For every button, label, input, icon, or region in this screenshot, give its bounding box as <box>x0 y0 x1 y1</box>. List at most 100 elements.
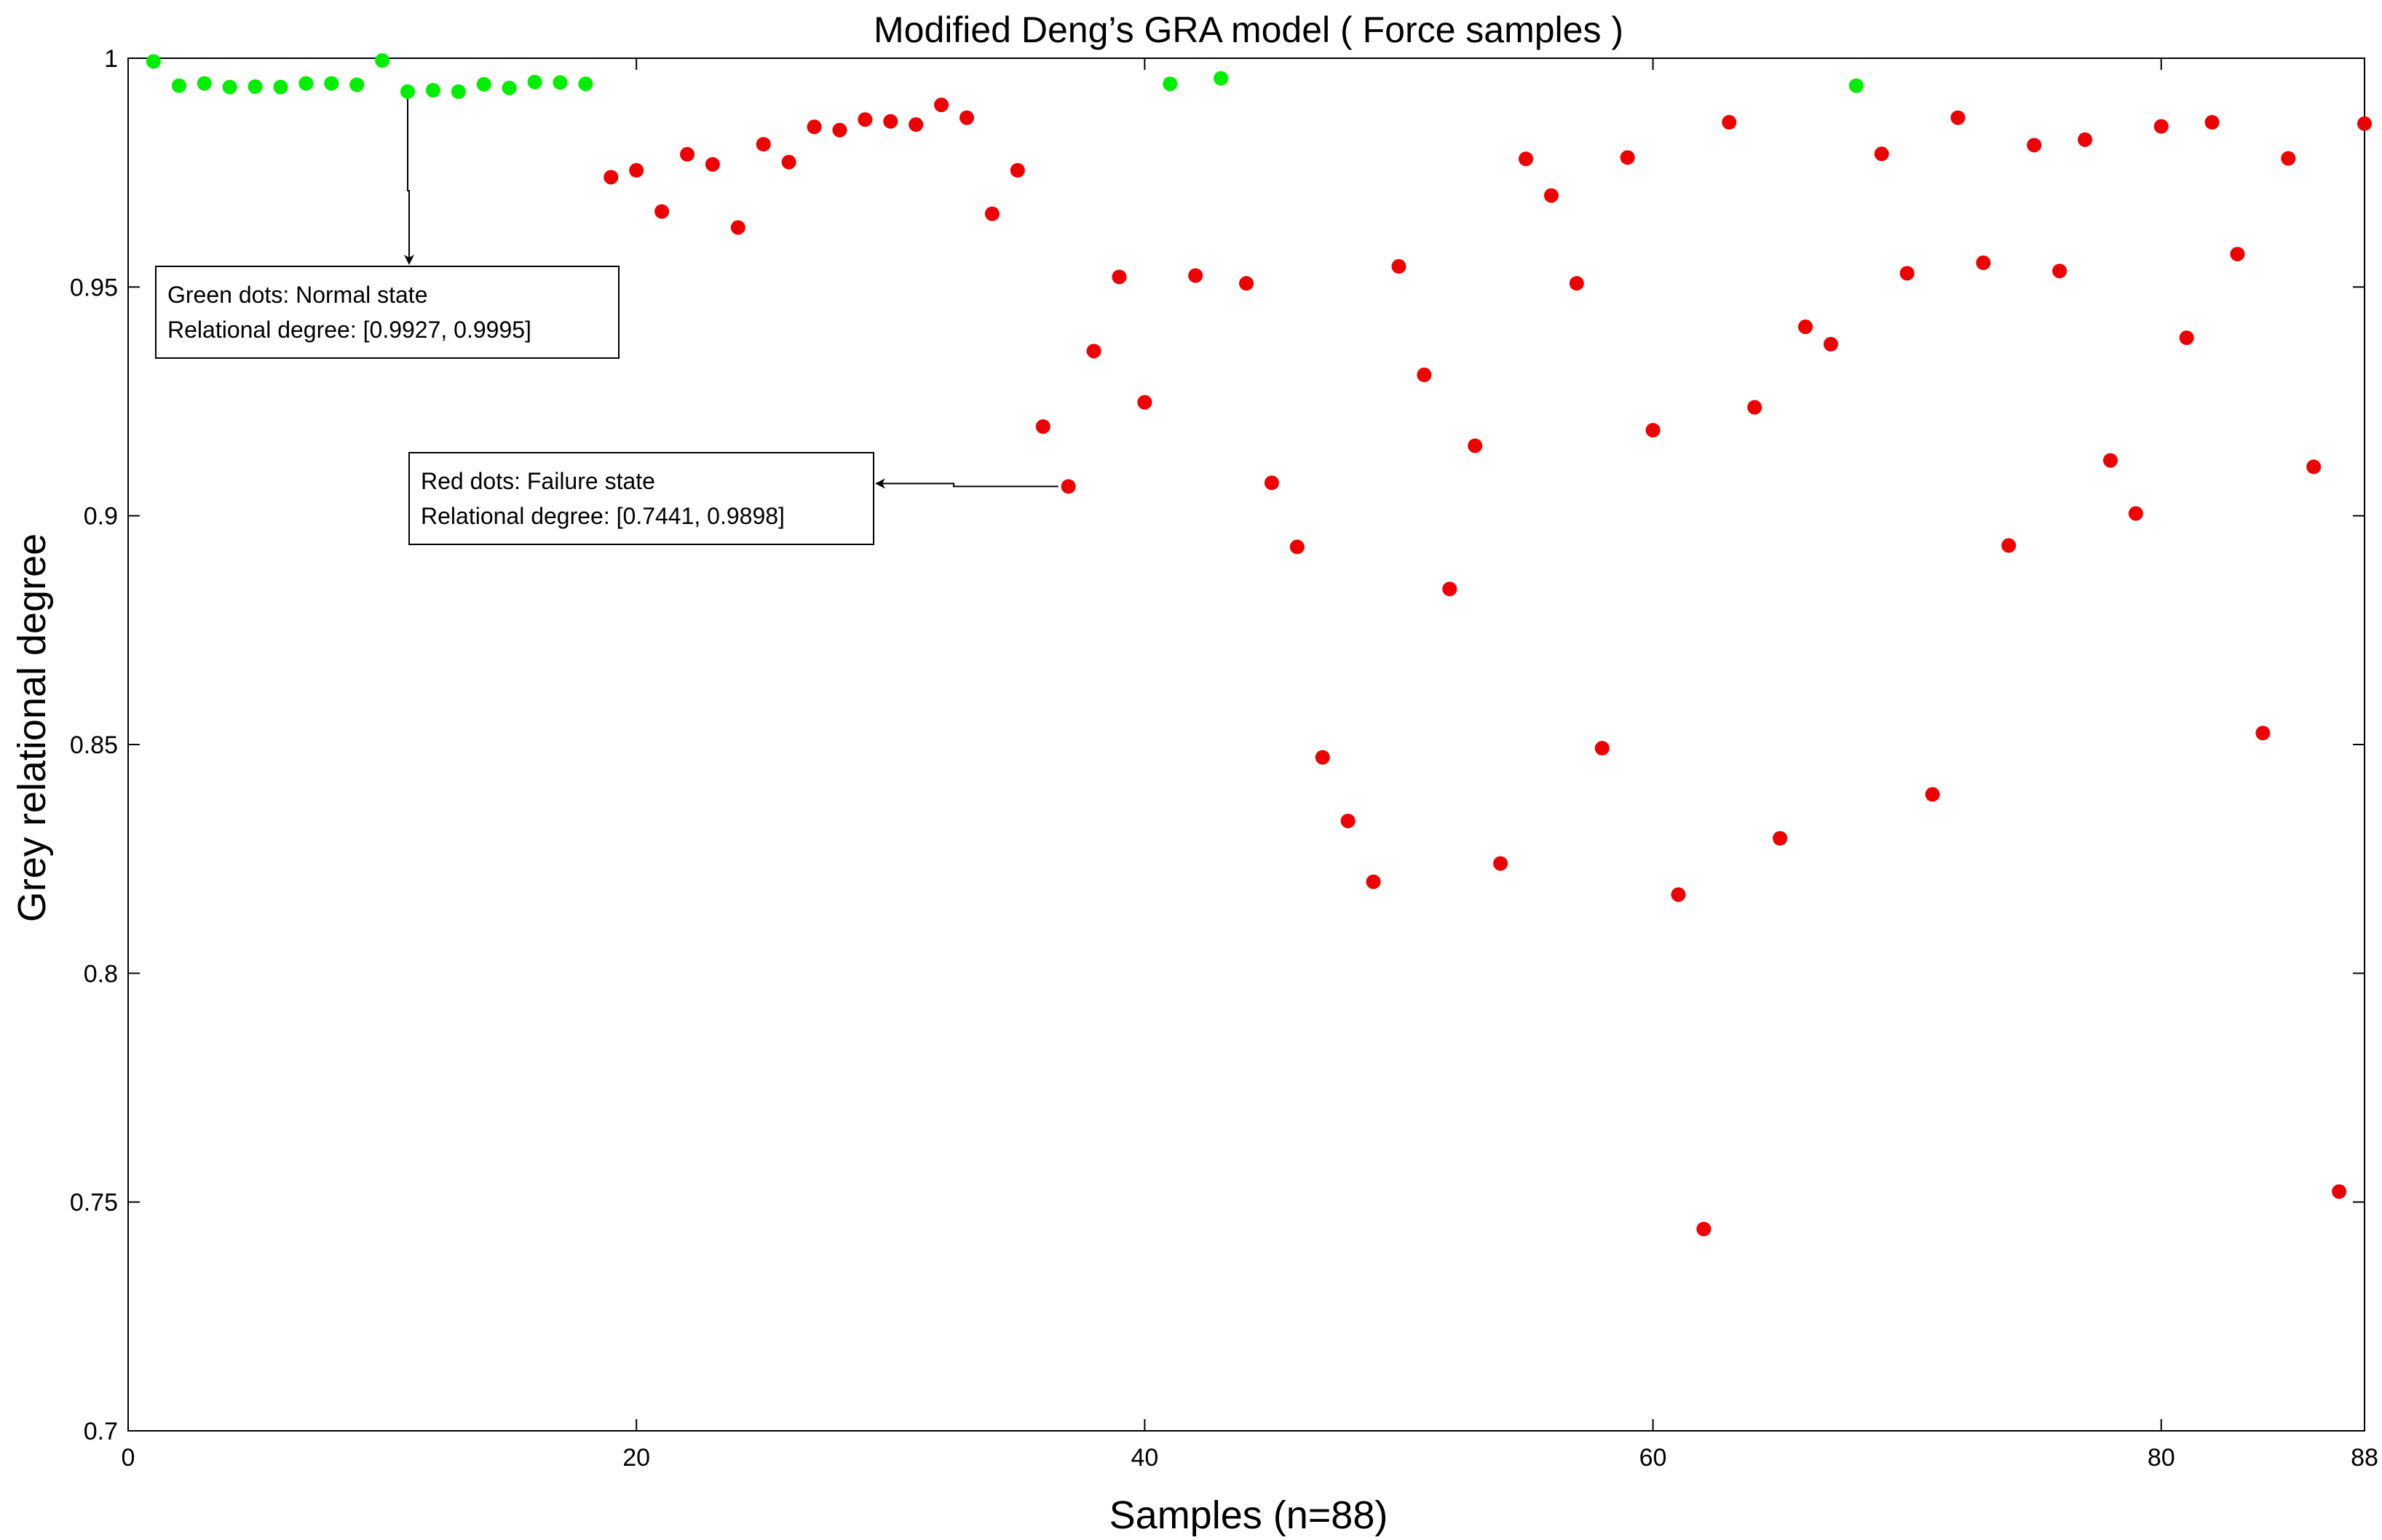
failure-state-point <box>858 112 873 127</box>
normal-state-point <box>425 83 440 98</box>
annotation-arrow <box>875 478 1059 489</box>
y-tick: 0.85 <box>70 731 2365 759</box>
failure-state-point <box>1671 887 1686 902</box>
failure-state-point <box>1747 400 1762 415</box>
annotation-line-2: Relational degree: [0.9927, 0.9995] <box>167 317 531 343</box>
failure-state-point <box>1010 163 1025 178</box>
x-tick: 60 <box>1639 58 1667 1472</box>
normal-state-point <box>375 53 390 68</box>
plot-area <box>127 57 2365 1432</box>
x-tick-label: 40 <box>1131 1444 1158 1472</box>
failure-state-point <box>1925 787 1940 802</box>
failure-state-point <box>959 110 974 125</box>
failure-state-point <box>1188 268 1203 283</box>
y-tick: 1 <box>104 45 2365 73</box>
failure-state-point <box>1543 188 1559 203</box>
failure-state-point <box>2078 132 2092 147</box>
normal-state-point <box>451 84 466 99</box>
y-tick-label: 0.85 <box>70 731 118 759</box>
x-tick: 20 <box>622 58 650 1472</box>
x-tick: 80 <box>2148 58 2175 1472</box>
failure-state-point <box>2128 506 2143 521</box>
normal-state-point <box>476 76 491 92</box>
failure-state-point <box>1823 336 1838 352</box>
failure-state-point <box>2332 1184 2347 1199</box>
annotation-line-1: Green dots: Normal state <box>167 282 427 308</box>
normal-state-point <box>400 84 415 99</box>
normal-state-point <box>502 80 517 95</box>
failure-state-point <box>1899 266 1915 281</box>
x-tick-label: 88 <box>2351 1444 2378 1472</box>
failure-state-point <box>730 220 745 235</box>
failure-state-point <box>1798 319 1813 335</box>
normal-state-point <box>222 79 237 95</box>
y-axis-label: Grey relational degree <box>10 533 54 922</box>
x-tick: 0 <box>122 58 135 1472</box>
y-tick-label: 0.95 <box>70 274 118 301</box>
failure-state-point <box>1976 255 1991 271</box>
failure-state-point <box>2230 247 2245 262</box>
data-points <box>146 53 2372 1237</box>
y-tick-label: 0.7 <box>84 1418 118 1445</box>
failure-state-point <box>680 147 695 162</box>
y-tick: 0.8 <box>84 960 2365 988</box>
failure-state-point <box>934 98 949 113</box>
normal-state-point <box>324 76 339 91</box>
failure-state-point <box>2281 151 2296 166</box>
failure-state-point <box>1468 438 1483 453</box>
chart-title: Modified Deng’s GRA model ( Force sample… <box>874 9 1623 50</box>
failure-state-point <box>1391 259 1406 274</box>
failure-state-point <box>1137 394 1152 410</box>
failure-state-point <box>1417 368 1432 383</box>
y-tick-label: 1 <box>104 45 118 73</box>
y-tick: 0.95 <box>70 274 2365 301</box>
failure-state-point <box>2001 538 2017 553</box>
failure-state-point <box>1773 830 1788 846</box>
x-tick-label: 60 <box>1639 1444 1667 1472</box>
normal-state-point <box>298 76 314 91</box>
annotation: Green dots: Normal state Relational degre… <box>155 98 620 359</box>
failure-state-point <box>1340 813 1356 828</box>
x-tick-label: 80 <box>2148 1444 2175 1472</box>
failure-state-point <box>1035 419 1050 434</box>
failure-state-point <box>2204 115 2220 130</box>
failure-state-point <box>2306 459 2322 475</box>
failure-state-point <box>654 204 670 219</box>
normal-state-point <box>146 54 161 69</box>
normal-state-point <box>273 79 288 95</box>
y-tick: 0.9 <box>84 503 2365 531</box>
failure-state-point <box>2153 119 2169 134</box>
failure-state-point <box>705 156 720 172</box>
x-tick-label: 0 <box>122 1444 135 1472</box>
failure-state-point <box>1239 276 1254 291</box>
normal-state-point <box>1848 78 1864 93</box>
failure-state-point <box>883 114 898 129</box>
failure-state-point <box>2027 138 2042 153</box>
failure-state-point <box>1620 150 1635 165</box>
axis-ticks: 0 20 40 60 80 88 0.7 0.75 0.8 0.85 0.9 0.95 1 <box>70 45 2378 1472</box>
annotation-box <box>408 452 874 545</box>
failure-state-point <box>629 163 644 178</box>
failure-state-point <box>604 170 619 185</box>
failure-state-point <box>1950 110 1966 125</box>
failure-state-point <box>1594 741 1610 756</box>
failure-state-point <box>1112 269 1127 285</box>
annotation-line-2: Relational degree: [0.7441, 0.9898] <box>421 503 785 529</box>
failure-state-point <box>1442 582 1457 597</box>
normal-state-point <box>527 74 542 90</box>
y-tick: 0.75 <box>70 1189 2365 1217</box>
failure-state-point <box>1722 115 1737 130</box>
failure-state-point <box>1366 874 1381 889</box>
y-tick-label: 0.9 <box>84 503 118 531</box>
y-tick-label: 0.8 <box>84 960 118 988</box>
failure-state-point <box>781 154 796 170</box>
failure-state-point <box>1086 344 1101 359</box>
failure-state-point <box>1493 856 1508 871</box>
x-tick: 40 <box>1131 58 1158 1472</box>
annotation: Red dots: Failure state Relational degree… <box>408 452 1059 545</box>
failure-state-point <box>2255 726 2271 741</box>
x-tick-label: 20 <box>622 1444 650 1472</box>
failure-state-point <box>1289 539 1305 555</box>
failure-state-point <box>1569 276 1584 291</box>
